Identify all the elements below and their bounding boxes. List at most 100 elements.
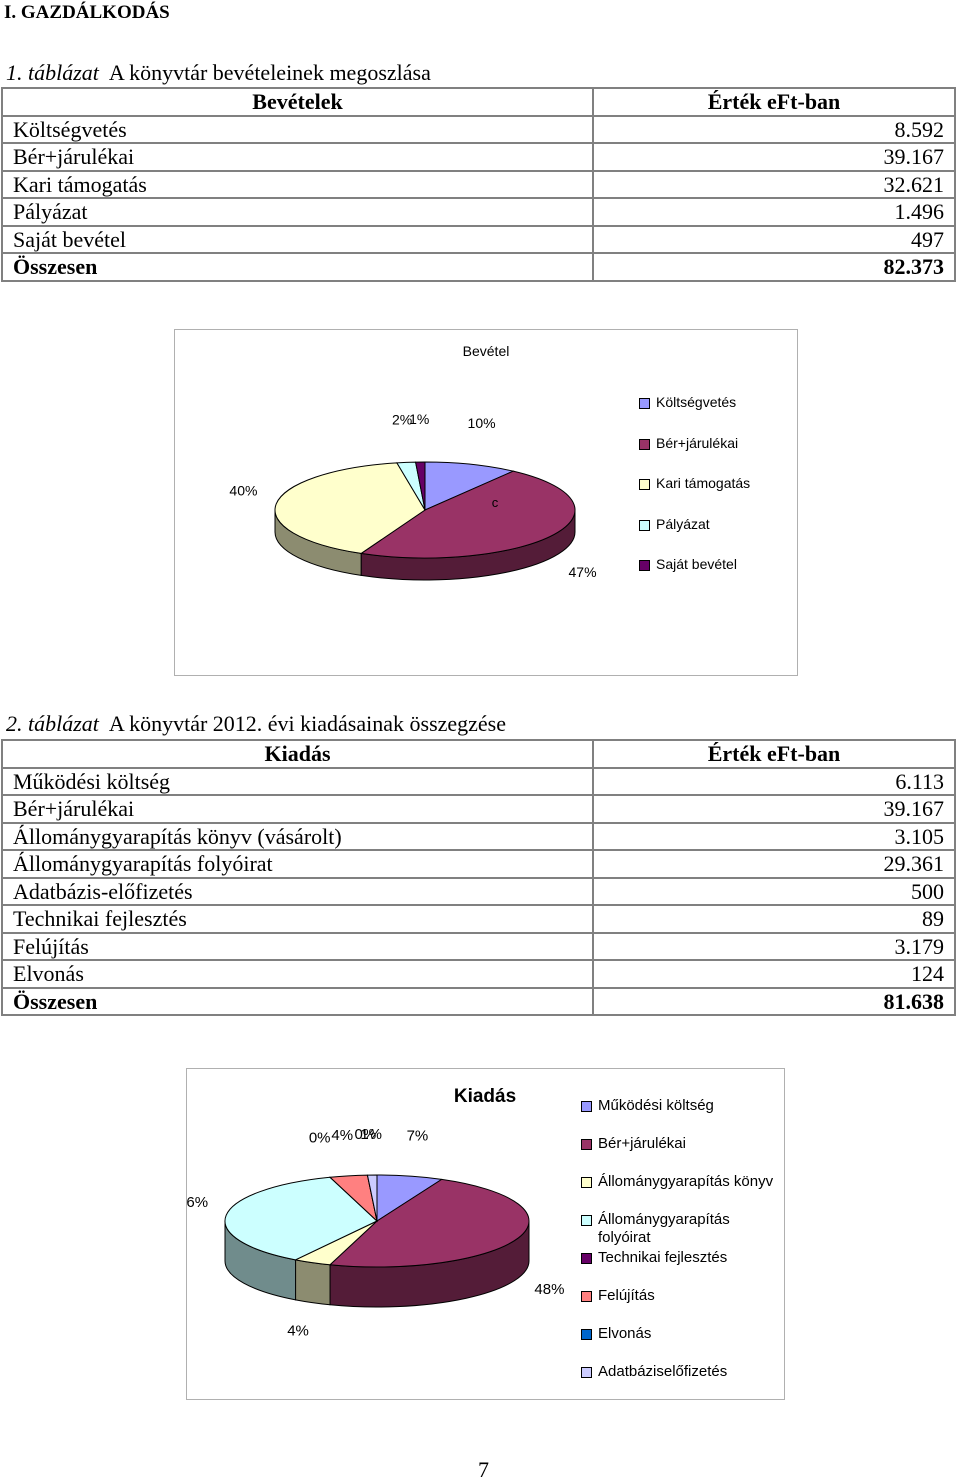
slice — [328, 1178, 530, 1268]
label-cell: Adatbázis-előfizetés — [1, 876, 594, 906]
row: Saját bevétel 497 — [1, 224, 956, 254]
slice — [359, 470, 576, 559]
data-label: 4% — [287, 1323, 309, 1340]
legend-label: Bér+járulékai — [656, 434, 739, 451]
legend-item: Kari támogatás — [639, 475, 789, 492]
data-label: 1% — [409, 411, 429, 427]
legend-item: Adatbáziselőfizetés — [581, 1363, 776, 1381]
header-cell: Kiadás — [1, 739, 594, 769]
legend-label: Költségvetés — [656, 394, 737, 410]
slice — [366, 1174, 378, 1222]
value-cell: 500 — [592, 876, 956, 906]
legend-swatch — [581, 1101, 592, 1112]
data-label: 4% — [331, 1127, 353, 1144]
row: Elvonás 124 — [1, 959, 956, 989]
chart-title: Bevétel — [463, 343, 510, 359]
row: Bér+járulékai 39.167 — [1, 142, 956, 172]
value-cell: 6.113 — [592, 766, 956, 796]
legend-item: Saját bevétel — [639, 556, 789, 573]
annotation: c — [492, 495, 499, 510]
legend-label: Kari támogatás — [656, 475, 751, 491]
legend-swatch — [581, 1367, 592, 1378]
label-cell: Állománygyarapítás könyv (vásárolt) — [1, 821, 594, 851]
data-label: 48% — [534, 1281, 564, 1298]
legend-label: Bér+járulékai — [598, 1135, 686, 1152]
pie-area: Bevétel 10% 47% 40% 2%1% c — [229, 343, 597, 581]
slice — [414, 461, 426, 511]
legend-swatch — [581, 1329, 592, 1340]
caption-text: A könyvtár bevételeinek megoszlása — [108, 60, 431, 85]
value-cell: 3.105 — [592, 821, 956, 851]
data-label: 2% — [392, 412, 412, 428]
data-label: 1% — [360, 1126, 382, 1143]
legend-label: Adatbáziselőfizetés — [598, 1363, 728, 1380]
value-cell: 3.179 — [592, 931, 956, 961]
legend-item: Állománygyarapítás folyóirat — [581, 1211, 776, 1247]
label-cell: Összesen — [1, 986, 594, 1016]
legend-swatch — [639, 438, 650, 450]
legend-label: Működési költség — [598, 1097, 714, 1114]
row: Működési költség 6.113 — [1, 766, 956, 796]
value-cell: 8.592 — [592, 114, 956, 144]
legend-item: Bér+járulékai — [639, 435, 789, 452]
legend-label: Állománygyarapítás folyóirat — [598, 1211, 730, 1246]
row: Állománygyarapítás könyv (vásárolt) 3.105 — [1, 821, 956, 851]
heading: I. GAZDÁLKODÁS — [4, 2, 170, 23]
header-row: Kiadás Érték eFt-ban — [1, 739, 956, 769]
value-cell: 124 — [592, 959, 956, 989]
data-label: 0% — [355, 1126, 377, 1143]
legend-item: Pályázat — [639, 516, 789, 533]
caption-number: 1. táblázat — [6, 60, 99, 85]
row: Adatbázis-előfizetés 500 — [1, 876, 956, 906]
label-cell: Elvonás — [1, 959, 594, 989]
label-cell: Költségvetés — [1, 114, 594, 144]
expense-table: Kiadás Érték eFt-ban Működési költség 6.113… — [1, 739, 956, 1016]
value-cell: 497 — [592, 224, 956, 254]
data-label: 40% — [229, 482, 257, 498]
label-cell: Bér+járulékai — [1, 794, 594, 824]
legend-item: Költségvetés — [639, 394, 789, 411]
data-label: 0% — [309, 1130, 331, 1147]
legend-item: Bér+járulékai — [581, 1135, 776, 1153]
caption: 2. táblázat A könyvtár 2012. évi kiadásai… — [6, 711, 506, 737]
label-cell: Saját bevétel — [1, 224, 594, 254]
legend-swatch — [639, 398, 650, 409]
row: Költségvetés 8.592 — [1, 114, 956, 144]
legend-swatch — [581, 1291, 592, 1302]
legend-label: Elvonás — [598, 1325, 652, 1342]
row: Bér+járulékai 39.167 — [1, 794, 956, 824]
page-number: 7 — [478, 1457, 489, 1482]
legend-swatch — [639, 479, 650, 490]
legend-swatch — [581, 1139, 592, 1150]
label-cell: Bér+járulékai — [1, 142, 594, 172]
legend-label: Állománygyarapítás könyv — [598, 1173, 774, 1190]
caption: 1. táblázat A könyvtár bevételeinek megos… — [6, 60, 431, 86]
legend-label: Pályázat — [656, 515, 710, 532]
legend-label: Saját bevétel — [656, 556, 737, 572]
legend-swatch — [639, 560, 650, 571]
slice — [424, 461, 515, 511]
slice — [274, 462, 426, 554]
value-cell: 29.361 — [592, 849, 956, 879]
legend-item: Állománygyarapítás könyv — [581, 1173, 776, 1191]
value-cell: 1.496 — [592, 197, 956, 227]
total-row: Összesen 81.638 — [1, 986, 956, 1016]
value-cell: 32.621 — [592, 169, 956, 199]
revenue-table: Bevételek Érték eFt-ban Költségvetés 8.592 B… — [1, 87, 956, 282]
chart-title: Kiadás — [454, 1086, 516, 1107]
value-cell: 89 — [592, 904, 956, 934]
total-row: Összesen 82.373 — [1, 252, 956, 282]
row: Pályázat 1.496 — [1, 197, 956, 227]
legend-swatch — [581, 1177, 592, 1188]
label-cell: Összesen — [1, 252, 594, 282]
data-label: 7% — [407, 1128, 429, 1145]
legend-swatch — [581, 1253, 592, 1264]
legend-item: Felújítás — [581, 1287, 776, 1305]
data-label: 47% — [569, 564, 597, 580]
revenue-chart: Bevétel 10% 47% 40% 2% 1% c Költségvetés Bér+já… — [174, 329, 798, 676]
label-cell: Technikai fejlesztés — [1, 904, 594, 934]
label-cell: Felújítás — [1, 931, 594, 961]
legend-swatch — [639, 519, 650, 531]
caption-number: 2. táblázat — [6, 711, 99, 736]
